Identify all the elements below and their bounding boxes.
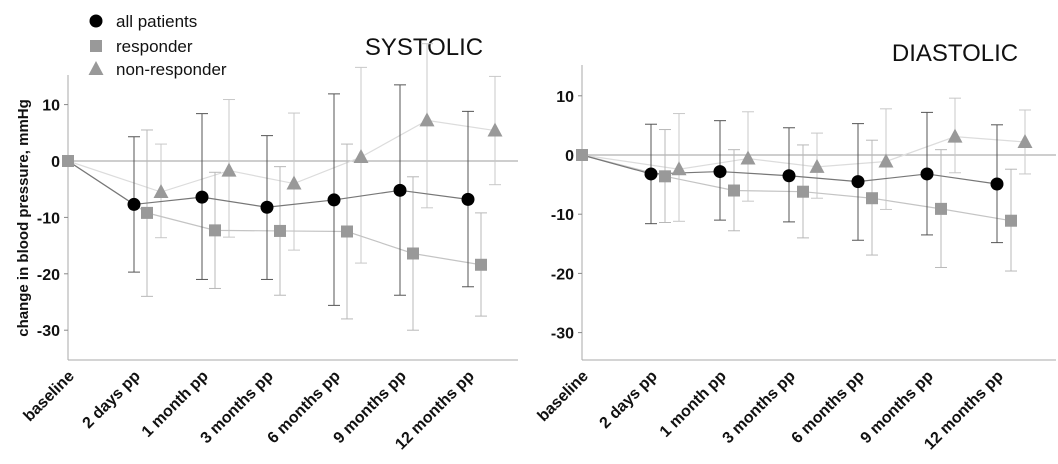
legend-item-all-patients: all patients xyxy=(89,12,197,31)
series-line-non-responder xyxy=(67,119,496,193)
legend-marker-circle xyxy=(89,14,103,28)
y-tick-label: -20 xyxy=(37,267,60,284)
data-point-responder xyxy=(935,202,947,215)
x-tick-label-2-days-pp: 2 days pp xyxy=(597,368,661,432)
legend-marker-triangle xyxy=(88,61,104,75)
legend-item-non-responder: non-responder xyxy=(88,60,227,79)
data-point-all-patients xyxy=(327,193,341,207)
data-point-all-patients xyxy=(713,165,727,179)
data-point-all-patients xyxy=(782,169,796,183)
data-point-responder xyxy=(274,224,286,237)
data-point-responder xyxy=(141,206,153,219)
panel-title: SYSTOLIC xyxy=(365,34,483,61)
data-point-non-responder xyxy=(487,122,503,137)
legend-item-responder: responder xyxy=(90,37,193,56)
data-point-all-patients xyxy=(851,175,865,189)
data-point-non-responder xyxy=(153,184,169,199)
data-point-non-responder xyxy=(221,162,237,177)
diastolic-panel: 10 0 -10 -20 -30 baseline 2 days pp1 month pp3… xyxy=(535,40,1056,453)
y-tick-label: 0 xyxy=(565,148,574,165)
data-point-responder xyxy=(576,149,588,161)
x-tick-label-3-months-pp: 3 months pp xyxy=(720,368,799,447)
x-tick-label-1-month-pp: 1 month pp xyxy=(139,368,212,441)
y-tick-label: -10 xyxy=(37,210,60,227)
series-line-all-patients xyxy=(67,160,469,208)
data-point-non-responder xyxy=(1017,133,1033,148)
data-point-non-responder xyxy=(947,128,963,143)
data-point-non-responder xyxy=(878,153,894,168)
data-point-responder xyxy=(62,155,74,167)
data-point-non-responder xyxy=(809,158,825,173)
y-axis-label: change in blood pressure, mmHg xyxy=(15,99,32,337)
data-point-all-patients xyxy=(461,192,475,206)
y-tick-label: -10 xyxy=(551,207,574,224)
series-line-responder xyxy=(67,160,482,266)
data-point-responder xyxy=(797,185,809,198)
data-point-responder xyxy=(866,192,878,205)
data-point-non-responder xyxy=(671,161,687,176)
y-tick-label: -30 xyxy=(37,323,60,340)
series-non-responder xyxy=(581,97,1031,222)
y-tick-label: -20 xyxy=(551,266,574,283)
x-tick-label-6-months-pp: 6 months pp xyxy=(789,368,868,447)
data-point-all-patients xyxy=(393,183,407,197)
data-point-all-patients xyxy=(644,167,658,181)
data-point-non-responder xyxy=(740,150,756,165)
legend-label: responder xyxy=(116,37,193,56)
y-tick-label: 0 xyxy=(51,154,60,171)
data-point-responder xyxy=(728,184,740,197)
y-tick-label: -30 xyxy=(551,326,574,343)
data-point-all-patients xyxy=(195,190,209,204)
data-point-responder xyxy=(1005,214,1017,227)
data-point-all-patients xyxy=(920,167,934,181)
data-point-all-patients xyxy=(127,197,141,211)
x-tick-label-baseline: baseline xyxy=(21,368,78,425)
data-point-non-responder xyxy=(353,149,369,164)
y-tick-label: 10 xyxy=(42,98,60,115)
legend-label: all patients xyxy=(116,12,197,31)
data-point-non-responder xyxy=(419,112,435,127)
data-point-all-patients xyxy=(260,200,274,214)
legend-label: non-responder xyxy=(116,60,227,79)
data-point-all-patients xyxy=(990,177,1004,191)
y-tick-label: 10 xyxy=(556,89,574,106)
data-point-responder xyxy=(209,224,221,237)
error-bar xyxy=(355,66,367,264)
series-responder xyxy=(581,129,1017,272)
data-point-responder xyxy=(659,170,671,183)
legend-marker-square xyxy=(90,40,102,52)
panel-title: DIASTOLIC xyxy=(892,40,1018,67)
data-point-responder xyxy=(407,247,419,260)
x-tick-label-1-month-pp: 1 month pp xyxy=(657,368,730,441)
data-point-responder xyxy=(341,225,353,238)
x-tick-label-9-months-pp: 9 months pp xyxy=(858,368,937,447)
x-tick-label-baseline: baseline xyxy=(535,368,592,425)
data-point-non-responder xyxy=(286,175,302,190)
data-point-responder xyxy=(475,258,487,271)
x-tick-label-2-days-pp: 2 days pp xyxy=(80,368,144,432)
legend: all patients responder non-responder xyxy=(88,12,227,79)
